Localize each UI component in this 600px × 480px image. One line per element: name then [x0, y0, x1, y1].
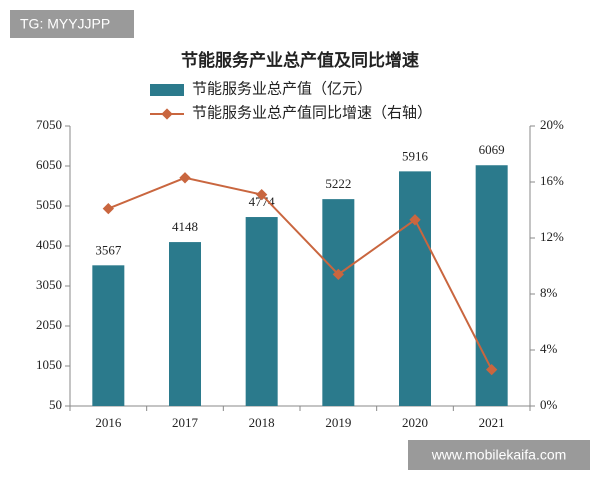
- y2-tick-label: 16%: [540, 173, 564, 188]
- bar: [169, 242, 201, 406]
- data-label: 5916: [402, 148, 429, 163]
- y-tick-label: 1050: [36, 357, 62, 372]
- data-label: 3567: [95, 242, 122, 257]
- marker: [102, 202, 114, 215]
- x-tick-label: 2021: [479, 415, 505, 430]
- y2-tick-label: 12%: [540, 229, 564, 244]
- legend-swatch: [161, 108, 173, 120]
- chart-title: 节能服务产业总产值及同比增速: [181, 50, 419, 70]
- y2-tick-label: 4%: [540, 341, 558, 356]
- x-tick-label: 2016: [95, 415, 122, 430]
- data-label: 4148: [172, 219, 198, 234]
- y-tick-label: 6050: [36, 157, 62, 172]
- legend-label: 节能服务业总产值同比增速（右轴）: [192, 104, 432, 121]
- marker: [179, 172, 191, 184]
- y-tick-label: 2050: [36, 317, 62, 332]
- bar: [399, 171, 431, 406]
- x-tick-label: 2020: [402, 415, 428, 430]
- bar: [322, 199, 355, 406]
- data-label: 6069: [479, 142, 505, 157]
- watermark: www.mobilekaifa.com: [431, 447, 567, 463]
- watermark-box: [10, 10, 134, 38]
- y-tick-label: 7050: [36, 117, 62, 132]
- y2-tick-label: 20%: [540, 117, 564, 132]
- watermark-box: [408, 440, 590, 470]
- watermark: TG: MYYJJPP: [20, 16, 110, 32]
- data-label: 5222: [325, 176, 351, 191]
- y-tick-label: 3050: [36, 277, 62, 292]
- marker: [256, 188, 268, 201]
- marker: [332, 268, 344, 281]
- x-tick-label: 2019: [325, 415, 351, 430]
- y-tick-label: 50: [49, 397, 62, 412]
- data-label: 4774: [249, 194, 276, 209]
- marker: [486, 363, 498, 376]
- legend-swatch: [150, 84, 184, 96]
- y-tick-label: 4050: [36, 237, 62, 252]
- line: [107, 176, 493, 371]
- y-tick-label: 5050: [36, 197, 62, 212]
- bar: [92, 265, 125, 406]
- x-tick-label: 2018: [249, 415, 275, 430]
- legend-label: 节能服务业总产值（亿元）: [192, 80, 372, 97]
- x-tick-label: 2017: [172, 415, 199, 430]
- marker: [409, 214, 421, 226]
- bar: [245, 217, 278, 406]
- y2-tick-label: 8%: [540, 285, 558, 300]
- y2-tick-label: 0%: [540, 397, 558, 412]
